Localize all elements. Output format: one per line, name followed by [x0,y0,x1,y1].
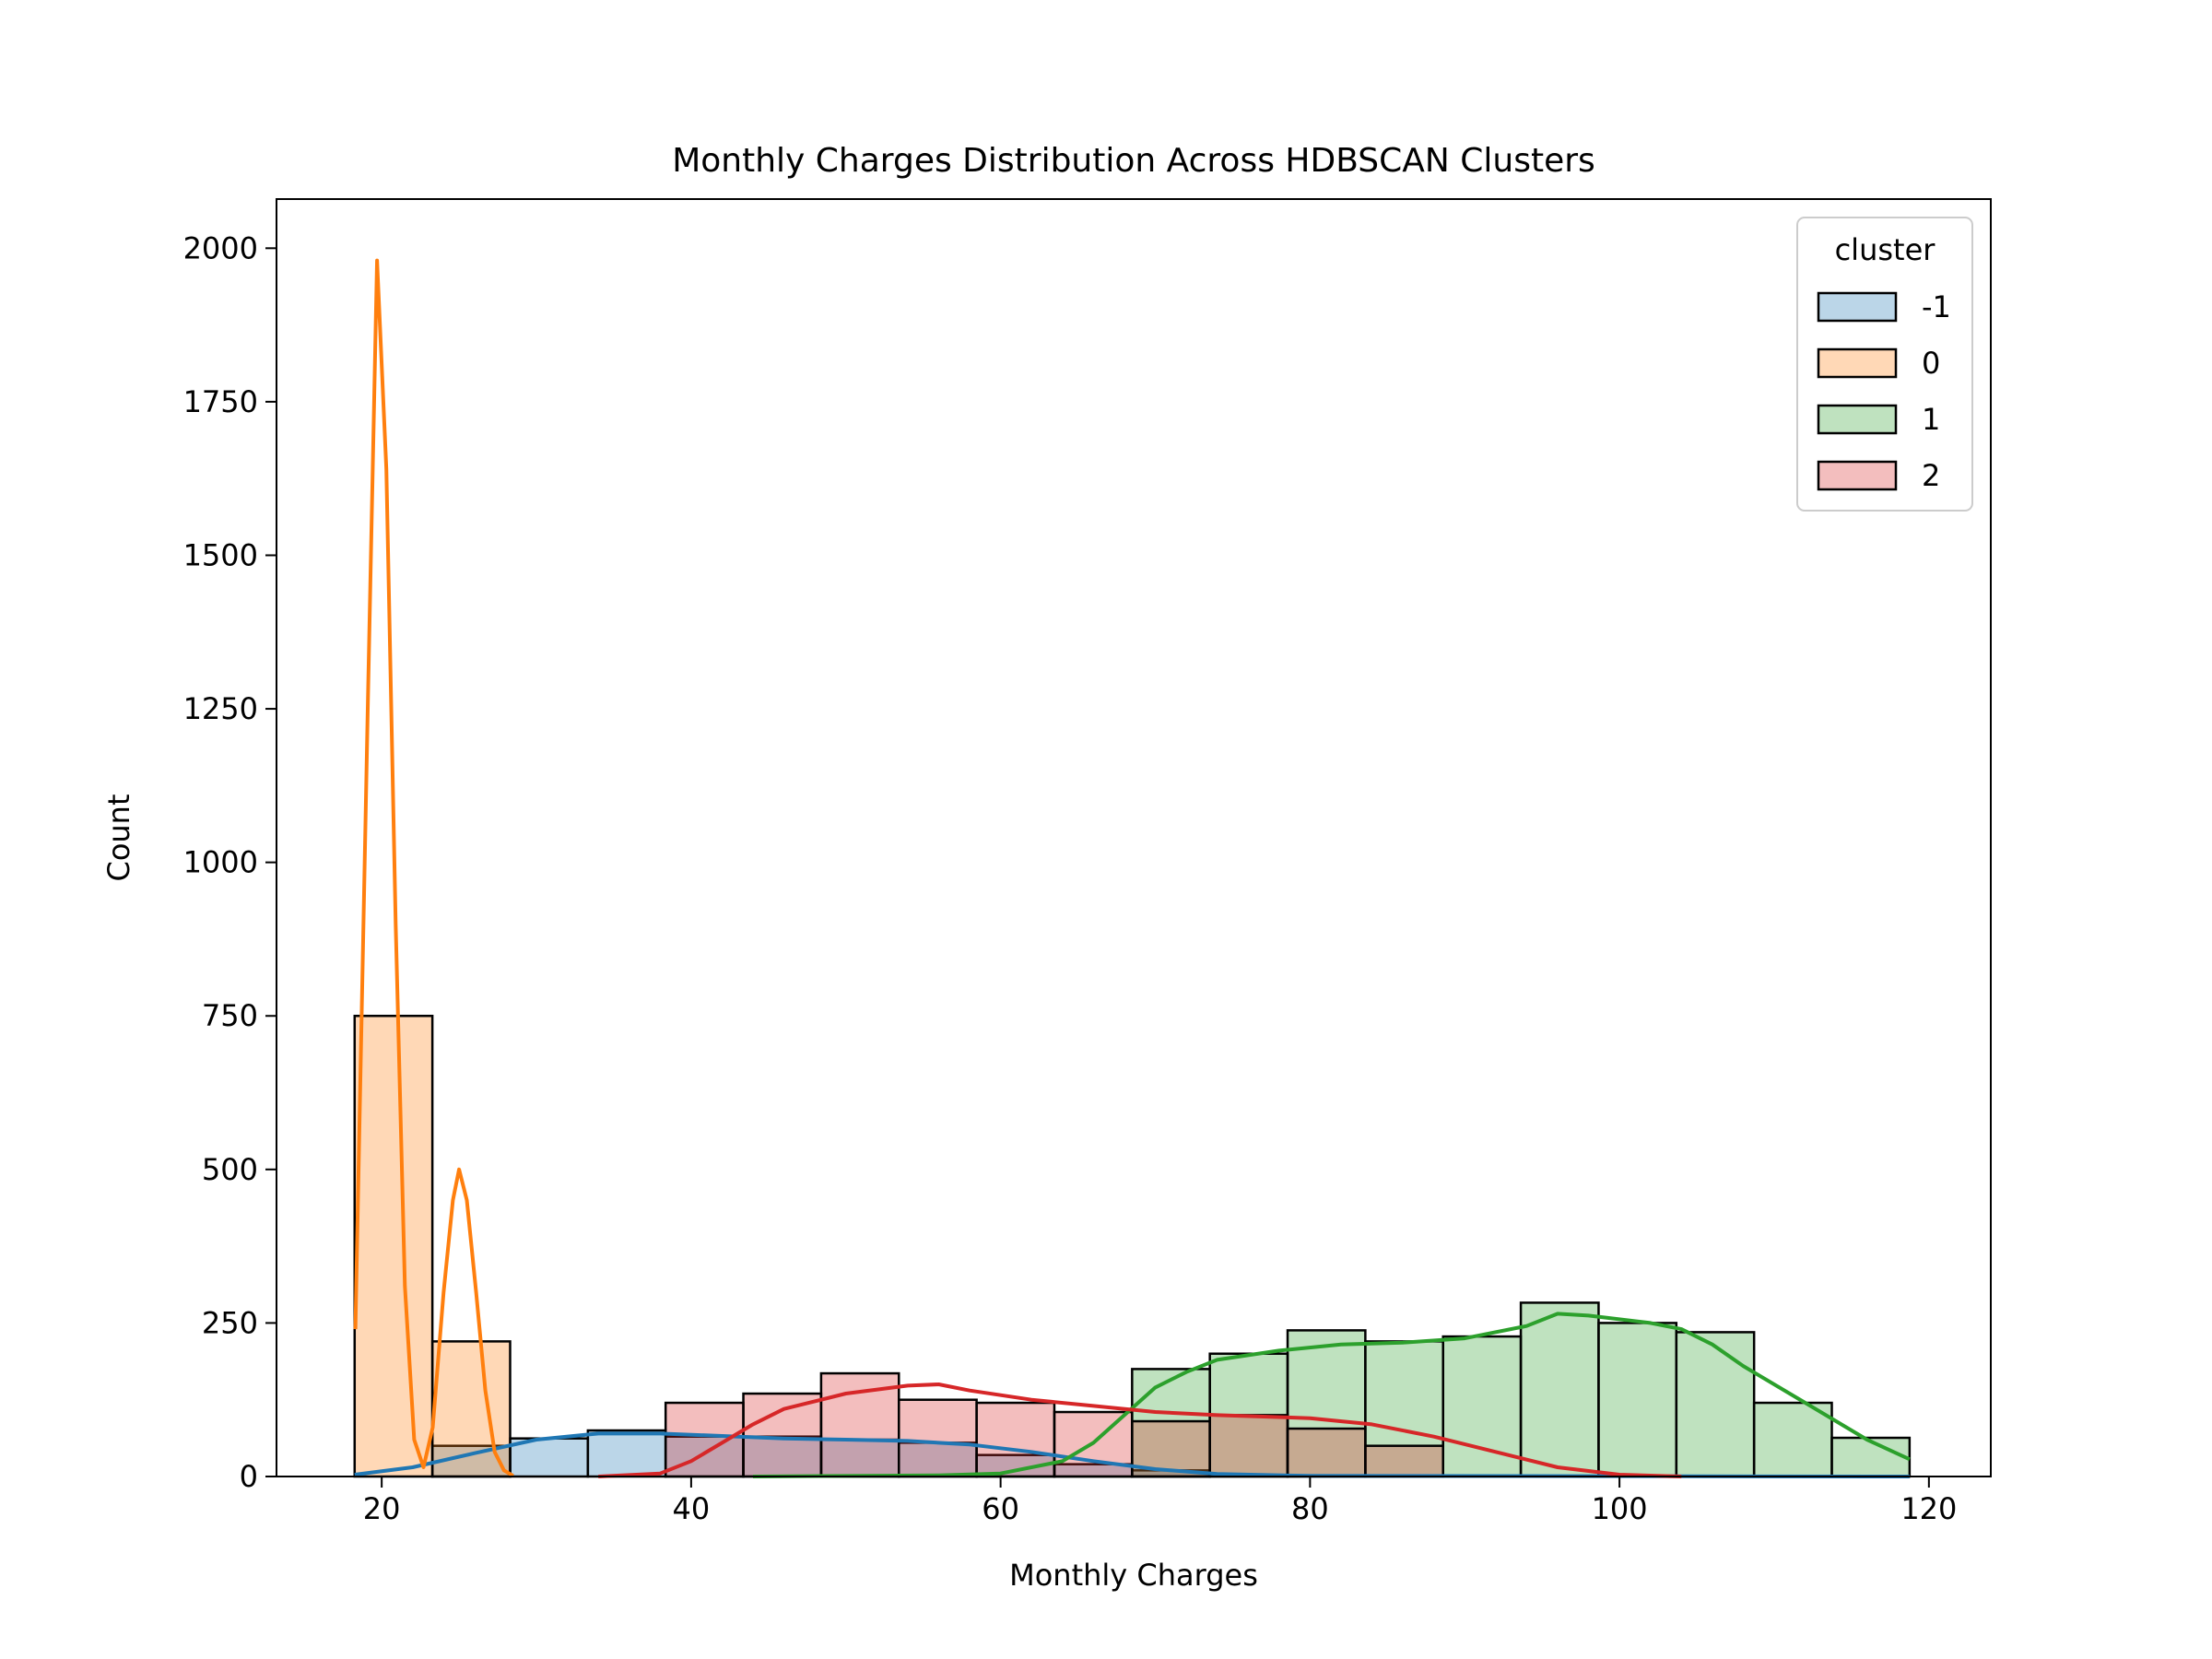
histogram-bar [1286,1329,1367,1478]
legend-label: 2 [1922,458,1940,493]
y-tick-label: 1250 [183,691,258,726]
kde-line-cluster--1 [354,1431,1910,1478]
kde-line-cluster-2 [598,1382,1682,1478]
bars-cluster-0 [353,1014,512,1478]
x-tick-label: 80 [1291,1491,1329,1526]
y-axis-ticks: 0 250 500 750 1000 1250 1500 1750 2000 [183,230,276,1494]
bars-cluster--1 [430,1429,1211,1478]
legend-swatch [1817,404,1898,435]
y-tick-label: 750 [202,998,258,1033]
histogram-bar [1675,1331,1756,1478]
y-tick-label: 1500 [183,537,258,572]
y-tick-label: 250 [202,1305,258,1340]
histogram-bar [1208,1414,1289,1478]
legend-entries: -1 0 1 2 [1817,289,1951,493]
kde-line-cluster-0 [353,258,514,1478]
x-tick-label: 20 [363,1491,401,1526]
histogram-bar [1364,1444,1444,1478]
bars-cluster-1 [1131,1301,1912,1478]
x-tick-label: 100 [1592,1491,1648,1526]
legend-label: 1 [1922,402,1940,437]
legend-swatch [1817,291,1898,323]
y-tick-label: 0 [240,1459,258,1494]
legend-title: cluster [1835,232,1936,267]
histogram-bar [1519,1301,1600,1478]
x-axis-ticks: 20 40 60 80 100 120 [363,1477,1957,1526]
y-tick-label: 2000 [183,230,258,265]
y-axis-label: Count [101,794,136,881]
histogram-bar [742,1392,823,1478]
histogram-bar [353,1014,434,1478]
legend-box [1796,217,1973,512]
histogram-bar [586,1429,667,1478]
histogram-bar [1364,1340,1444,1478]
plot-frame [276,198,1992,1477]
x-tick-label: 60 [982,1491,1019,1526]
histogram-bar [1131,1368,1211,1478]
legend-label: -1 [1922,289,1951,324]
histogram-bar [1597,1322,1678,1478]
y-tick-label: 500 [202,1152,258,1187]
kde-line-cluster-1 [752,1312,1911,1478]
x-axis-label: Monthly Charges [1009,1558,1258,1593]
kde-curves [353,258,1911,1478]
y-tick-label: 1750 [183,384,258,419]
histogram-bar [1830,1436,1912,1478]
chart-title: Monthly Charges Distribution Across HDBS… [672,142,1595,180]
histogram-bar [1752,1401,1833,1478]
histogram-bar [898,1398,978,1478]
x-tick-label: 120 [1900,1491,1957,1526]
legend-swatch [1817,347,1898,379]
legend-swatch [1817,460,1898,491]
x-tick-label: 40 [673,1491,711,1526]
legend: cluster -1 0 1 2 [1796,217,1973,512]
y-tick-label: 1000 [183,845,258,880]
legend-label: 0 [1922,346,1940,381]
histogram-bar [1286,1427,1367,1478]
